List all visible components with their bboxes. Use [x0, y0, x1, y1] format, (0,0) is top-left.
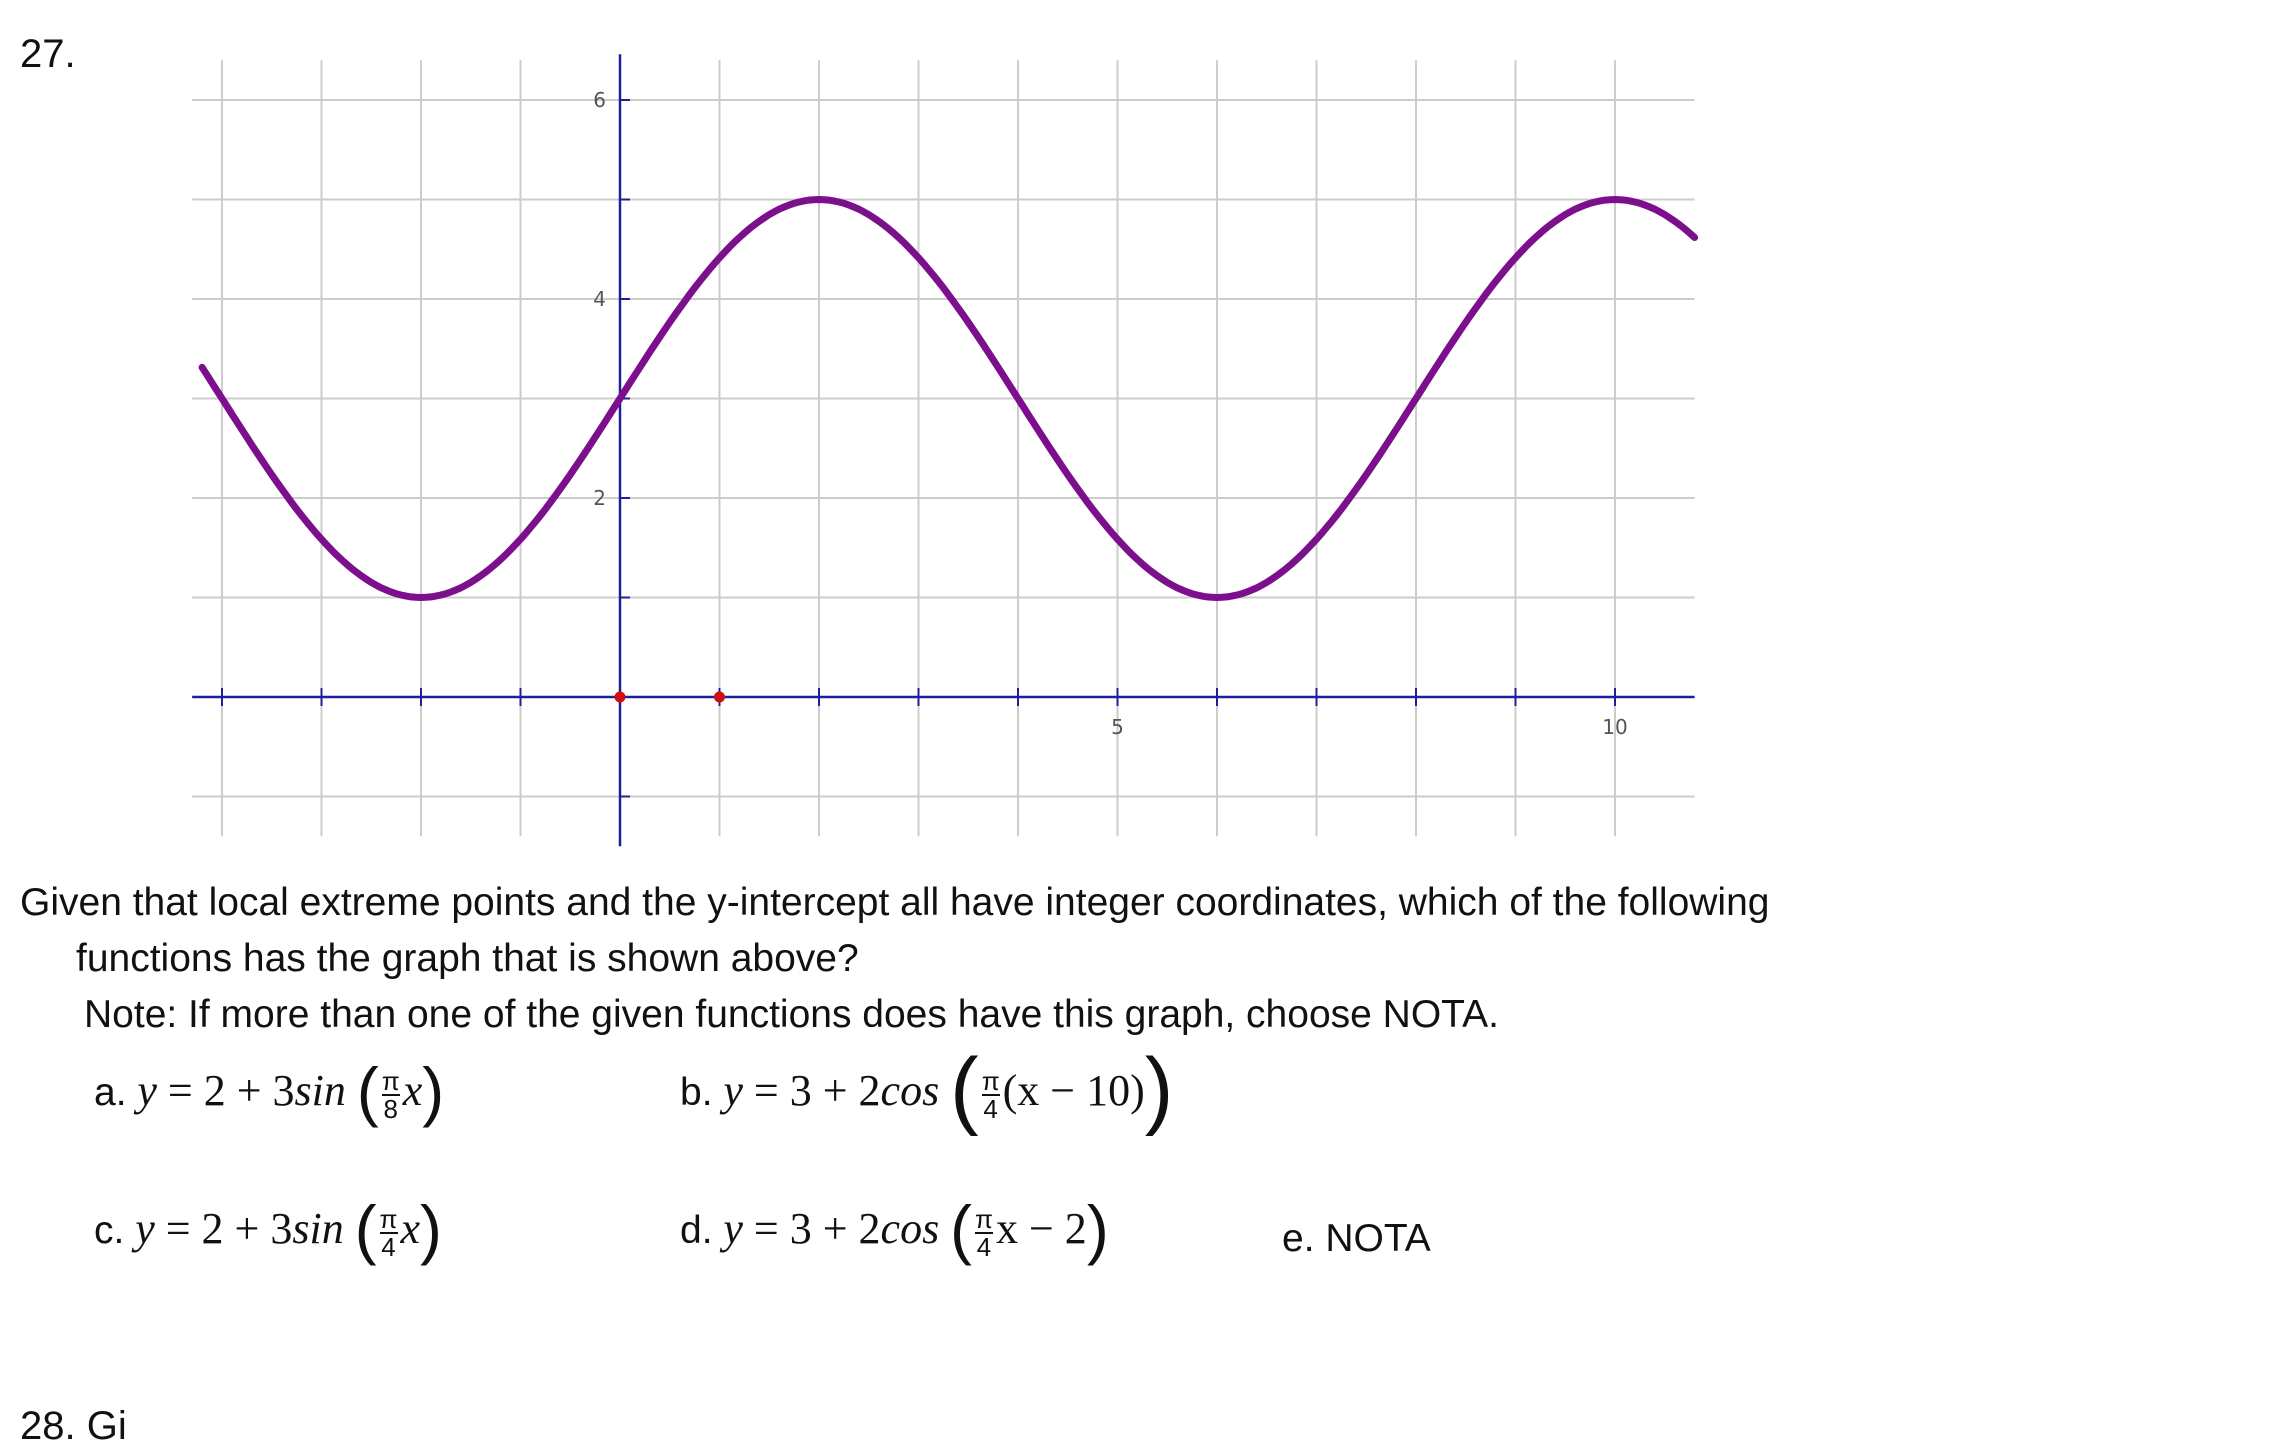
- option-d-label: d.: [680, 1209, 713, 1252]
- option-c[interactable]: c. y = 2 + 3sin (π 4 x): [94, 1191, 443, 1266]
- question-number: 27.: [20, 32, 76, 76]
- question-prompt-line1: Given that local extreme points and the …: [20, 881, 1770, 924]
- y-tick-label: 6: [593, 88, 606, 112]
- x-tick-label: 5: [1111, 715, 1124, 739]
- option-b[interactable]: b. y = 3 + 2cos (π 4 (x − 10)): [680, 1040, 1174, 1137]
- marked-point: [714, 691, 725, 703]
- option-e-text: NOTA: [1325, 1217, 1431, 1260]
- y-tick-label: 4: [593, 287, 606, 311]
- axes: [192, 54, 1695, 847]
- grid: [192, 60, 1695, 837]
- question-prompt-line2: functions has the graph that is shown ab…: [76, 937, 859, 980]
- option-e-label: e.: [1282, 1217, 1315, 1260]
- x-tick-label: 10: [1602, 715, 1627, 739]
- option-a[interactable]: a. y = 2 + 3sin (π 8 x): [94, 1053, 445, 1128]
- option-d[interactable]: d. y = 3 + 2cos (π 4 x − 2): [680, 1191, 1109, 1266]
- tick-labels: 5 10 2 4 6: [593, 88, 1627, 739]
- question-note: Note: If more than one of the given func…: [84, 993, 1499, 1036]
- marked-points: [614, 691, 725, 703]
- marked-point: [614, 691, 626, 703]
- sine-graph: 5 10 2 4 6: [192, 54, 1699, 847]
- option-a-label: a.: [94, 1071, 127, 1114]
- curve-series: [198, 195, 1699, 602]
- option-b-label: b.: [680, 1071, 713, 1114]
- option-c-label: c.: [94, 1209, 125, 1252]
- y-tick-label: 2: [593, 486, 606, 510]
- option-e[interactable]: e. NOTA: [1282, 1211, 1431, 1267]
- next-question-fragment: 28. Gi: [20, 1404, 127, 1448]
